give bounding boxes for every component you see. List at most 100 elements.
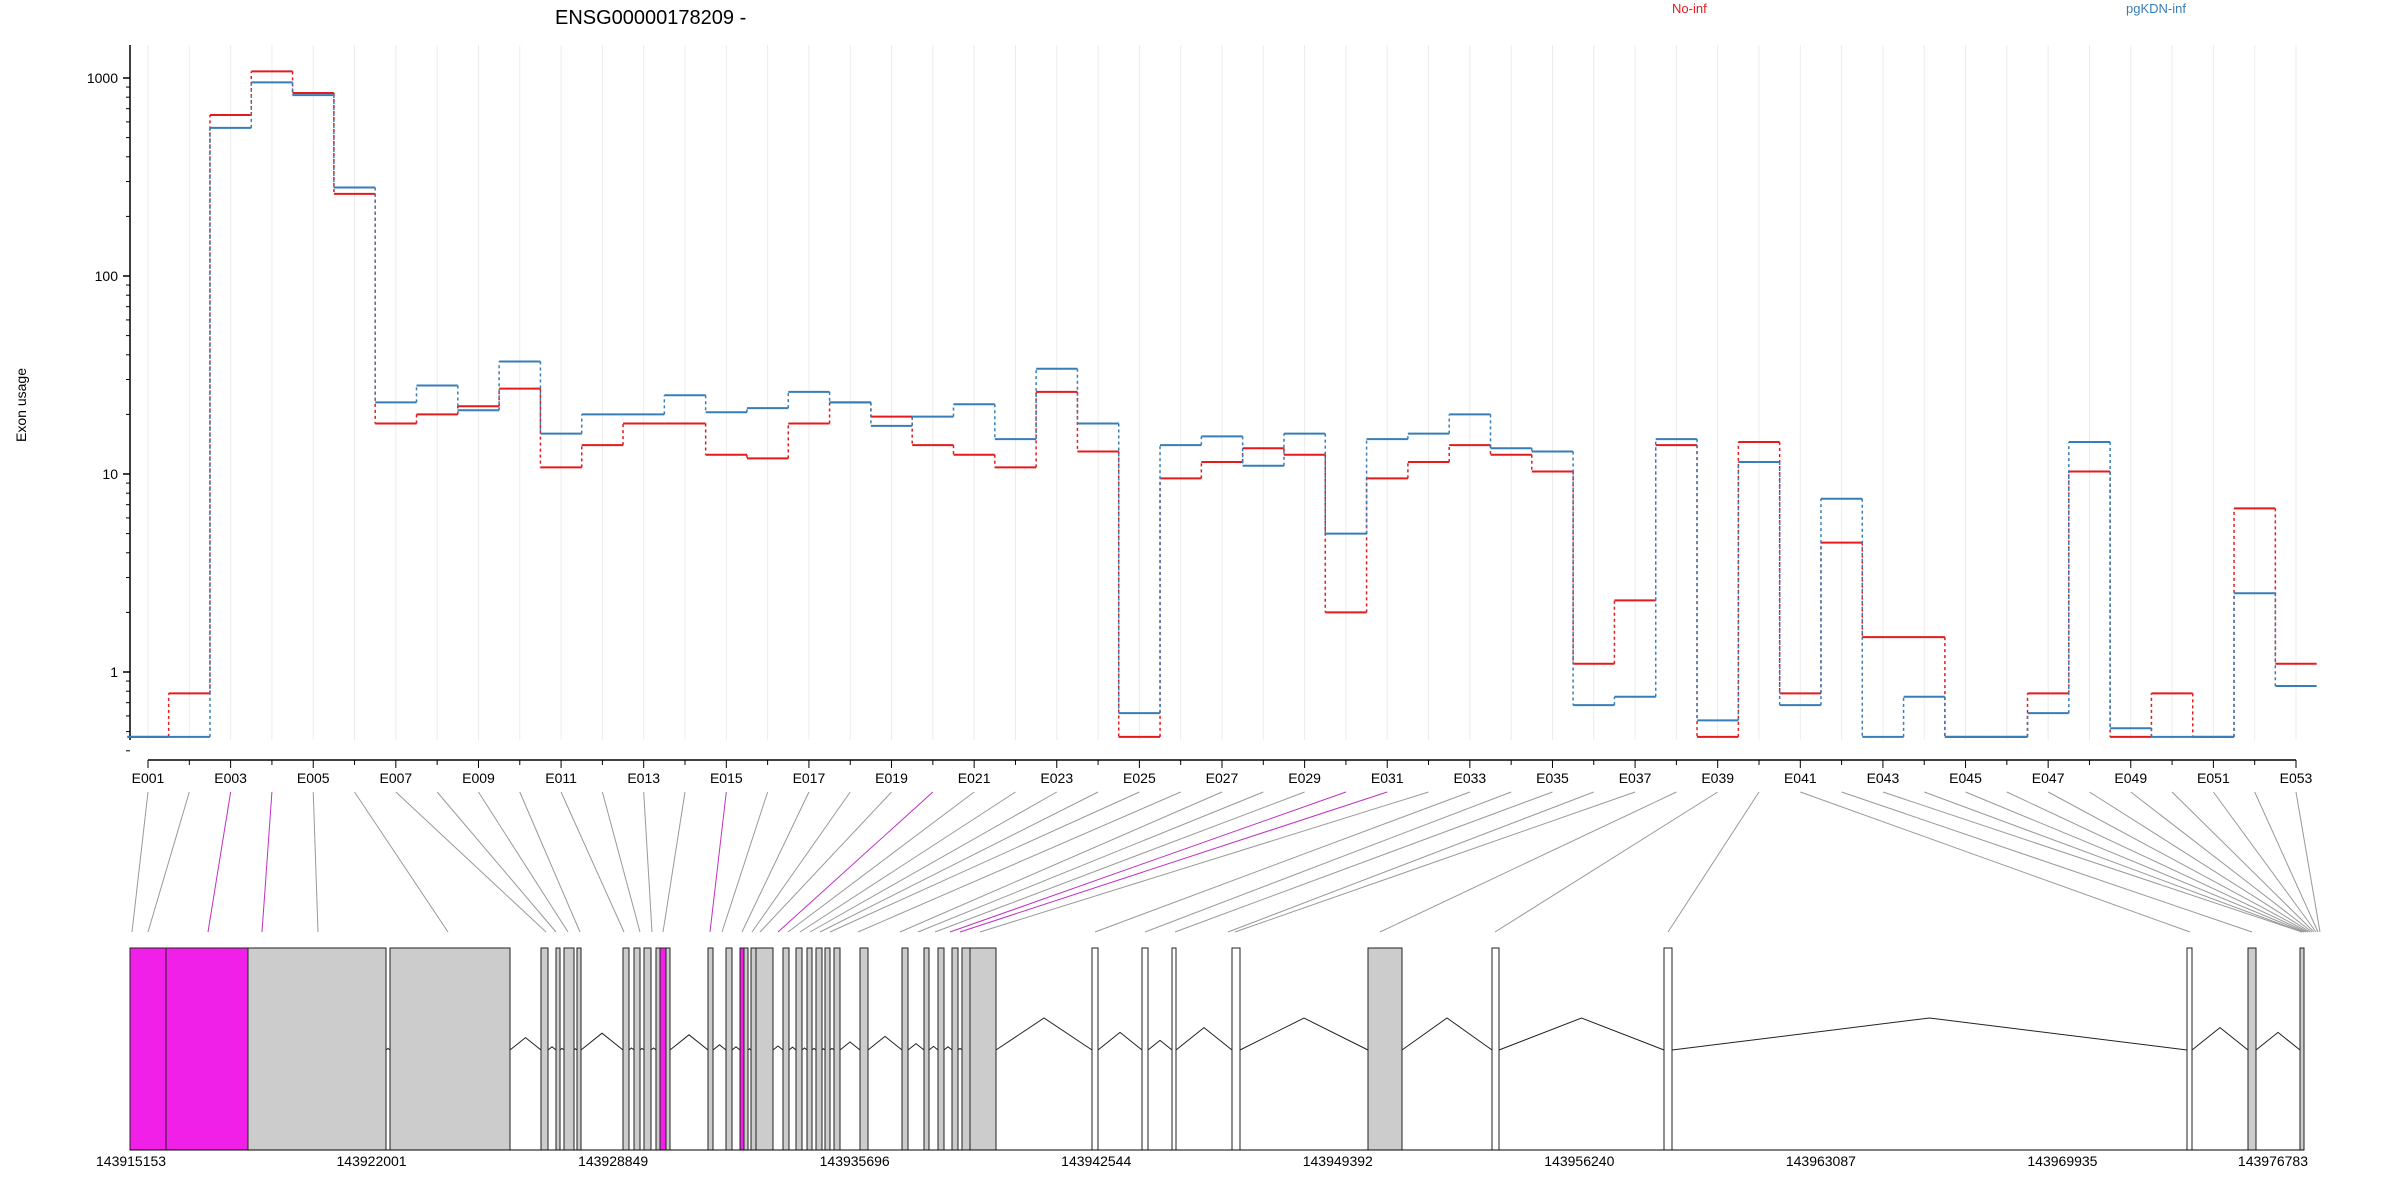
intron — [580, 1032, 624, 1051]
exon-connector — [949, 791, 1347, 933]
exon-connector — [741, 791, 810, 933]
genomic-coordinates: 143915153 143922001 143928849 143935696 1439… — [96, 1153, 2308, 1169]
exon-connector — [478, 791, 569, 933]
exon-connector — [2006, 791, 2307, 933]
exon-connector — [312, 791, 319, 933]
exon-block — [643, 947, 652, 1151]
exon-connector — [2130, 791, 2313, 933]
x-tick-label: E007 — [379, 770, 412, 786]
exon-connector — [1094, 791, 1471, 933]
x-tick-label: E027 — [1206, 770, 1239, 786]
intron — [669, 1034, 709, 1051]
x-tick-label: E001 — [132, 770, 165, 786]
exon-block — [743, 947, 749, 1151]
exon-block — [633, 947, 641, 1151]
exon-connector — [1227, 791, 1594, 933]
x-tick-label: E025 — [1123, 770, 1156, 786]
coordinate-label: 143922001 — [337, 1153, 407, 1169]
exon-connector — [787, 791, 975, 933]
exon-block — [2247, 947, 2257, 1151]
coordinate-label: 143928849 — [578, 1153, 648, 1169]
exon-block — [622, 947, 630, 1151]
intron — [2191, 1026, 2249, 1051]
intron — [957, 1047, 963, 1051]
exon-connector — [147, 791, 190, 933]
intron — [811, 1047, 817, 1051]
x-tick-label: E049 — [2114, 770, 2147, 786]
intron — [628, 1047, 635, 1051]
intron — [839, 1041, 861, 1051]
exon-connector — [1379, 791, 1677, 933]
exon-connector — [1174, 791, 1553, 933]
exon-block — [750, 947, 757, 1151]
exon-block — [969, 947, 997, 1151]
y-tick-label: 1000 — [87, 70, 118, 86]
intron — [385, 1047, 391, 1051]
intron — [1401, 1017, 1493, 1051]
exon-connector — [709, 791, 727, 933]
legend-entry-pgkdn-inf: pgKDN-inf — [2126, 1, 2186, 16]
exon-block — [1367, 947, 1403, 1151]
exon-block — [2186, 947, 2193, 1151]
x-tick-label: E019 — [875, 770, 908, 786]
exon-block — [1663, 947, 1673, 1151]
exon-block — [659, 947, 667, 1151]
coordinate-label: 143969935 — [2027, 1153, 2097, 1169]
coordinate-label: 143956240 — [1544, 1153, 1614, 1169]
exon-block — [1141, 947, 1149, 1151]
exon-connector — [829, 791, 1140, 933]
intron — [1097, 1031, 1143, 1051]
intron — [1498, 1017, 1665, 1051]
exon-connectors — [131, 791, 2321, 933]
exon-connector — [131, 791, 149, 933]
exon-connector — [2089, 791, 2311, 933]
exon-block — [1171, 947, 1177, 1151]
vertical-grid — [147, 45, 2297, 740]
intron — [907, 1042, 925, 1051]
exon-connector — [2047, 791, 2309, 933]
exon-block — [707, 947, 714, 1151]
exon-connector — [436, 791, 557, 933]
exon-connector — [643, 791, 653, 933]
exon-connector — [2254, 791, 2319, 933]
exon-block — [739, 947, 745, 1151]
series-pgkdn-inf — [127, 81, 2317, 738]
exon-connector — [560, 791, 625, 933]
exon-connector — [662, 791, 686, 933]
exon-connector — [1667, 791, 1760, 933]
exon-block — [782, 947, 790, 1151]
x-tick-label: E037 — [1619, 770, 1652, 786]
exon-block — [1091, 947, 1099, 1151]
exon-connector — [1144, 791, 1512, 933]
exon-block — [833, 947, 841, 1151]
x-tick-label: E013 — [627, 770, 660, 786]
exon-connector — [819, 791, 1099, 933]
intron — [928, 1045, 939, 1051]
intron — [509, 1036, 542, 1051]
x-tick-label: E051 — [2197, 770, 2230, 786]
x-tick-label: E045 — [1949, 770, 1982, 786]
intron — [1239, 1017, 1369, 1051]
coordinate-label: 143915153 — [96, 1153, 166, 1169]
exon-block — [961, 947, 971, 1151]
series-lines — [127, 70, 2317, 738]
x-axis-ticks: E001 E003 E005 E007 E009 E011 E013 E015 E017 E019… — [132, 760, 2313, 786]
exon-connector — [261, 791, 273, 933]
exon-block — [806, 947, 813, 1151]
legend-entry-no-inf: No-inf — [1672, 1, 1707, 16]
exon-connector — [1965, 791, 2305, 933]
intron — [712, 1044, 727, 1051]
exon-block — [665, 947, 671, 1151]
coordinate-label: 143935696 — [820, 1153, 890, 1169]
exon-connector — [1234, 791, 1636, 933]
exon-block — [1231, 947, 1241, 1151]
x-tick-label: E047 — [2032, 770, 2065, 786]
x-tick-label: E035 — [1536, 770, 1569, 786]
chart-title: ENSG00000178209 - — [555, 7, 746, 29]
intron — [1147, 1039, 1173, 1051]
intron — [995, 1017, 1093, 1051]
exon-connector — [809, 791, 1058, 933]
exon-connector — [857, 791, 1181, 933]
x-tick-label: E031 — [1371, 770, 1404, 786]
